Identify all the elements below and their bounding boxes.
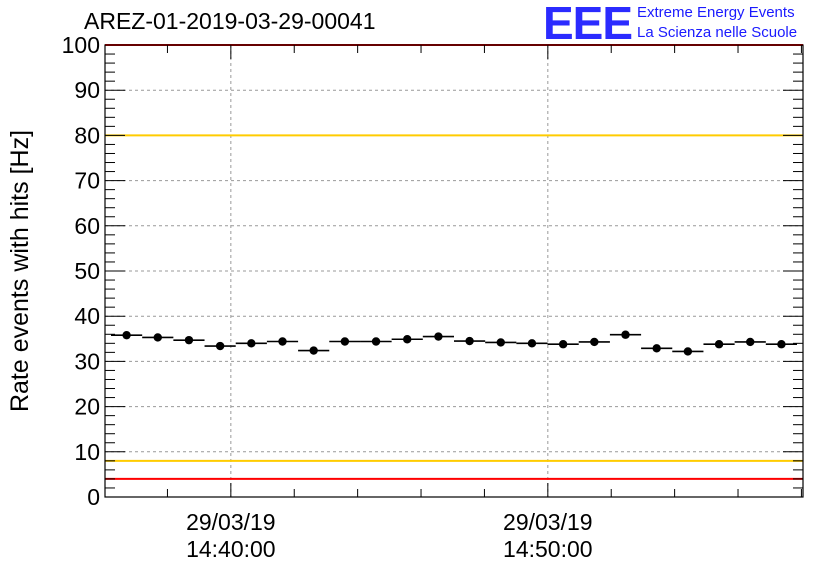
data-point — [558, 340, 568, 349]
data-point — [652, 344, 661, 353]
x-tick-label-time: 14:40:00 — [186, 536, 276, 562]
y-tick-label: 20 — [74, 394, 100, 420]
data-point — [777, 340, 786, 349]
data-point — [153, 333, 162, 342]
data-point — [714, 340, 724, 349]
data-point — [247, 339, 256, 348]
logo-line-1: Extreme Energy Events — [637, 4, 795, 21]
data-point — [340, 337, 350, 346]
y-tick-label: 70 — [74, 168, 100, 194]
x-tick-label-time: 14:50:00 — [503, 536, 593, 562]
y-axis-label: Rate events with hits [Hz] — [6, 130, 34, 412]
data-point — [403, 335, 412, 344]
data-point — [122, 330, 131, 340]
y-tick-label: 50 — [74, 258, 100, 284]
y-tick-label: 30 — [74, 348, 100, 374]
y-tick-label: 10 — [74, 439, 100, 465]
y-tick-label: 100 — [62, 32, 100, 58]
axis-ticks — [105, 44, 803, 498]
plot-frame — [104, 44, 804, 498]
eee-logo: EEE Extreme Energy Events La Scienza nel… — [543, 0, 833, 49]
y-tick-label: 90 — [74, 77, 100, 103]
data-point — [746, 337, 755, 347]
y-tick-label: 0 — [87, 484, 100, 510]
y-tick-labels: 0 10 20 30 40 50 60 70 80 90 100 — [62, 32, 100, 510]
y-tick-label: 60 — [74, 213, 100, 239]
data-point — [496, 338, 505, 347]
data-point — [434, 332, 443, 341]
data-point — [683, 347, 693, 356]
chart-title: AREZ-01-2019-03-29-00041 — [84, 8, 376, 34]
y-tick-label: 40 — [74, 303, 100, 329]
data-point — [527, 339, 537, 348]
data-point — [309, 346, 318, 355]
data-series — [111, 330, 797, 356]
data-point — [278, 337, 287, 346]
data-point — [621, 330, 630, 339]
x-tick-label-date: 29/03/19 — [503, 509, 593, 535]
data-point — [215, 341, 225, 351]
data-point — [371, 337, 381, 346]
reference-lines — [105, 44, 803, 480]
eee-logo-mark: EEE — [543, 0, 633, 49]
x-tick-label-date: 29/03/19 — [186, 509, 276, 535]
grid-lines — [105, 45, 803, 497]
y-tick-label: 80 — [74, 122, 100, 148]
logo-line-2: La Scienza nelle Scuole — [637, 24, 798, 41]
data-point — [184, 335, 194, 345]
data-point — [465, 336, 474, 346]
data-point — [590, 337, 599, 347]
